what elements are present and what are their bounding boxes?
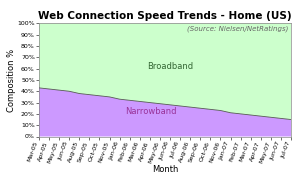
- Text: Broadband: Broadband: [147, 62, 193, 71]
- Text: (Source: Nielsen/NetRatings): (Source: Nielsen/NetRatings): [187, 26, 289, 32]
- X-axis label: Month: Month: [152, 165, 178, 174]
- Y-axis label: Composition %: Composition %: [7, 48, 16, 112]
- Text: Narrowband: Narrowband: [124, 107, 176, 116]
- Title: Web Connection Speed Trends - Home (US): Web Connection Speed Trends - Home (US): [38, 11, 292, 21]
